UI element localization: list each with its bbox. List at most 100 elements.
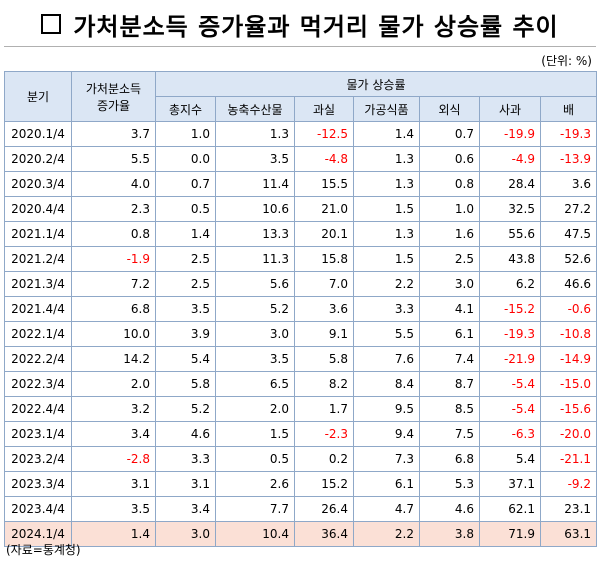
value-cell: 3.4 xyxy=(71,421,156,447)
value-cell: 7.5 xyxy=(419,421,480,447)
header-column: 총지수 xyxy=(155,96,216,122)
value-cell: 3.2 xyxy=(71,396,156,422)
value-cell: 23.1 xyxy=(539,496,598,522)
value-cell: 62.1 xyxy=(479,496,541,522)
value-cell: 9.1 xyxy=(294,321,354,347)
value-cell: 0.5 xyxy=(215,446,295,472)
value-cell: 2.0 xyxy=(215,396,295,422)
value-cell: 1.4 xyxy=(353,121,420,147)
value-cell: 37.1 xyxy=(479,471,541,497)
value-cell: 5.8 xyxy=(294,346,354,372)
value-cell: 7.4 xyxy=(419,346,480,372)
value-cell: 10.4 xyxy=(215,521,295,547)
value-cell: 3.0 xyxy=(215,321,295,347)
value-cell: -9.2 xyxy=(539,471,598,497)
table-row: 2020.4/4 2.3 0.5 10.6 21.0 1.5 1.0 32.5 27.2 xyxy=(4,196,598,222)
value-cell: 8.5 xyxy=(419,396,480,422)
value-cell: -6.3 xyxy=(479,421,541,447)
value-cell: 7.7 xyxy=(215,496,295,522)
value-cell: 3.5 xyxy=(215,146,295,172)
value-cell: 7.0 xyxy=(294,271,354,297)
unit-label: (단위: %) xyxy=(541,54,592,68)
value-cell: 2.6 xyxy=(215,471,295,497)
value-cell: 3.6 xyxy=(539,171,598,197)
value-cell: -19.3 xyxy=(539,121,598,147)
value-cell: 2.0 xyxy=(71,371,156,397)
value-cell: 9.4 xyxy=(353,421,420,447)
value-cell: -1.9 xyxy=(71,246,156,272)
value-cell: 27.2 xyxy=(539,196,598,222)
value-cell: 8.2 xyxy=(294,371,354,397)
value-cell: 36.4 xyxy=(294,521,354,547)
period-cell: 2022.3/4 xyxy=(4,371,72,397)
value-cell: 0.8 xyxy=(419,171,480,197)
period-cell: 2021.4/4 xyxy=(4,296,72,322)
value-cell: -20.0 xyxy=(539,421,598,447)
value-cell: 2.2 xyxy=(353,521,420,547)
table-row: 2023.2/4 -2.8 3.3 0.5 0.2 7.3 6.8 5.4 -21.1 xyxy=(4,446,598,472)
value-cell: -5.4 xyxy=(479,371,541,397)
period-cell: 2020.2/4 xyxy=(4,146,72,172)
header-income-line2: 증가율 xyxy=(96,98,131,113)
table-row: 2020.1/4 3.7 1.0 1.3 -12.5 1.4 0.7 -19.9 -19.3 xyxy=(4,121,598,147)
value-cell: 6.8 xyxy=(71,296,156,322)
period-cell: 2020.3/4 xyxy=(4,171,72,197)
value-cell: 3.5 xyxy=(155,296,216,322)
table-row: 2021.1/4 0.8 1.4 13.3 20.1 1.3 1.6 55.6 47.5 xyxy=(4,221,598,247)
value-cell: 1.5 xyxy=(353,246,420,272)
value-cell: 15.5 xyxy=(294,171,354,197)
value-cell: 7.2 xyxy=(71,271,156,297)
value-cell: 2.5 xyxy=(155,246,216,272)
value-cell: 3.5 xyxy=(215,346,295,372)
value-cell: 4.1 xyxy=(419,296,480,322)
value-cell: 4.7 xyxy=(353,496,420,522)
period-cell: 2020.4/4 xyxy=(4,196,72,222)
value-cell: 1.6 xyxy=(419,221,480,247)
value-cell: 6.1 xyxy=(353,471,420,497)
value-cell: 1.3 xyxy=(215,121,295,147)
value-cell: -0.6 xyxy=(539,296,598,322)
table-row: 2021.2/4 -1.9 2.5 11.3 15.8 1.5 2.5 43.8 52.6 xyxy=(4,246,598,272)
value-cell: 4.6 xyxy=(419,496,480,522)
checkbox-square-icon xyxy=(41,14,62,34)
period-cell: 2023.2/4 xyxy=(4,446,72,472)
value-cell: 6.2 xyxy=(479,271,541,297)
value-cell: -2.3 xyxy=(294,421,354,447)
value-cell: 15.2 xyxy=(294,471,354,497)
value-cell: 5.4 xyxy=(479,446,541,472)
header-price-group: 물가 상승률 xyxy=(154,71,598,97)
value-cell: 7.3 xyxy=(353,446,420,472)
value-cell: 3.7 xyxy=(71,121,156,147)
value-cell: -2.8 xyxy=(71,446,156,472)
header-column: 사과 xyxy=(479,96,541,122)
title-bar: 가처분소득 증가율과 먹거리 물가 상승률 추이 xyxy=(4,2,596,47)
header-column: 외식 xyxy=(419,96,480,122)
value-cell: 5.6 xyxy=(215,271,295,297)
value-cell: 1.0 xyxy=(419,196,480,222)
header-column: 배 xyxy=(539,96,598,122)
period-cell: 2022.4/4 xyxy=(4,396,72,422)
value-cell: -21.9 xyxy=(479,346,541,372)
value-cell: -15.0 xyxy=(539,371,598,397)
table-header: 분기 가처분소득 증가율 물가 상승률 총지수 농축수산물 과실 가공식품 외식 사과 배 xyxy=(4,71,598,122)
table-row: 2023.1/4 3.4 4.6 1.5 -2.3 9.4 7.5 -6.3 -20.0 xyxy=(4,421,598,447)
value-cell: 1.7 xyxy=(294,396,354,422)
value-cell: 3.9 xyxy=(155,321,216,347)
period-cell: 2023.3/4 xyxy=(4,471,72,497)
value-cell: 2.5 xyxy=(419,246,480,272)
value-cell: 15.8 xyxy=(294,246,354,272)
value-cell: 1.3 xyxy=(353,221,420,247)
value-cell: 20.1 xyxy=(294,221,354,247)
table-row: 2024.1/4 1.4 3.0 10.4 36.4 2.2 3.8 71.9 63.1 xyxy=(4,521,598,547)
value-cell: 5.8 xyxy=(155,371,216,397)
value-cell: -19.9 xyxy=(479,121,541,147)
value-cell: 7.6 xyxy=(353,346,420,372)
value-cell: -15.2 xyxy=(479,296,541,322)
period-cell: 2021.2/4 xyxy=(4,246,72,272)
table-row: 2023.4/4 3.5 3.4 7.7 26.4 4.7 4.6 62.1 23.1 xyxy=(4,496,598,522)
value-cell: 1.5 xyxy=(353,196,420,222)
value-cell: 5.3 xyxy=(419,471,480,497)
value-cell: -19.3 xyxy=(479,321,541,347)
table-row: 2022.1/4 10.0 3.9 3.0 9.1 5.5 6.1 -19.3 -10.8 xyxy=(4,321,598,347)
value-cell: 0.6 xyxy=(419,146,480,172)
